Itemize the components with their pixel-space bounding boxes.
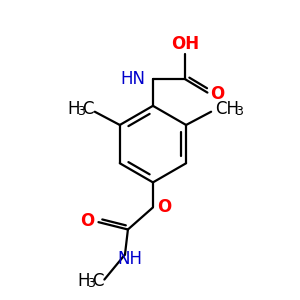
Text: H: H (77, 272, 89, 290)
Text: H: H (67, 100, 80, 118)
Text: O: O (211, 85, 225, 103)
Text: 3: 3 (87, 277, 95, 290)
Text: O: O (80, 212, 94, 230)
Text: HN: HN (121, 70, 146, 88)
Text: OH: OH (171, 35, 200, 53)
Text: NH: NH (118, 250, 143, 268)
Text: O: O (157, 198, 171, 216)
Text: C: C (92, 272, 103, 290)
Text: 3: 3 (77, 105, 85, 118)
Text: C: C (82, 100, 94, 118)
Text: 3: 3 (235, 105, 243, 118)
Text: CH: CH (215, 100, 239, 118)
